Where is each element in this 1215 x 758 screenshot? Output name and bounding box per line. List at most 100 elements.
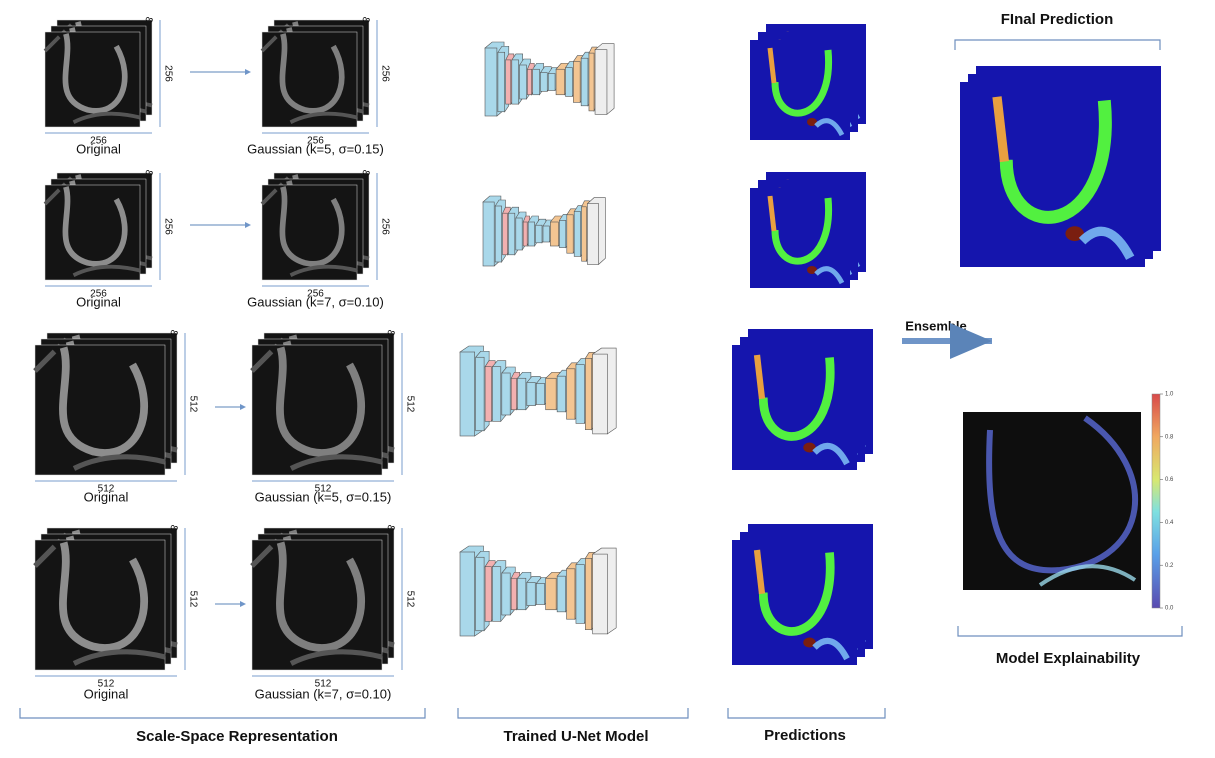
width-label: 256 (90, 136, 107, 147)
unet-layer-face (581, 206, 587, 262)
bone-contour (279, 186, 345, 267)
unet-layer-face (517, 577, 527, 611)
height-label: 512 (404, 591, 415, 608)
patellar-cartilage (767, 195, 777, 232)
width-label: 256 (90, 289, 107, 300)
unet-layer-face (475, 356, 485, 432)
width-label: 256 (307, 136, 324, 147)
image-label: Gaussian (k=7, σ=0.10) (247, 294, 384, 309)
unet-layer-face (542, 225, 550, 243)
unet-layer-face (459, 351, 475, 437)
unet-layer-face (535, 383, 545, 405)
soft-tissue (250, 349, 383, 471)
unet-layer-face (484, 566, 492, 622)
bracket (727, 708, 886, 719)
patellar-cartilage (767, 47, 777, 84)
unet-layer-face (532, 68, 540, 96)
unet-layer-face (585, 357, 592, 430)
unet-layer-face (517, 377, 527, 411)
colorbar-tick-label: 0.8 (1165, 434, 1174, 440)
unet-layer-face (535, 224, 543, 244)
bone-contour (276, 541, 366, 652)
colorbar-tick-label: 0.6 (1165, 477, 1174, 483)
width-label: 256 (307, 289, 324, 300)
unet-layer-face (484, 47, 498, 117)
image-label: Gaussian (k=5, σ=0.15) (247, 141, 384, 156)
depth-label: 3 (144, 15, 156, 24)
unet-layer-face (575, 364, 585, 424)
tibial-cartilage (812, 442, 850, 466)
width-label: 512 (98, 679, 115, 690)
unet-layer-face (547, 73, 556, 91)
bone-contour (62, 186, 128, 267)
height-label: 256 (379, 218, 390, 235)
unet-layer-face (492, 366, 502, 422)
unet-layer-face (550, 221, 559, 247)
section-title: FInal Prediction (1001, 11, 1114, 28)
unet-layer-face (573, 61, 581, 103)
colorbar-tick-label: 0.0 (1165, 606, 1174, 612)
ensemble-label: Ensemble (905, 318, 966, 333)
femoral-cartilage (999, 99, 1112, 224)
unet-layer-face (573, 211, 581, 257)
section-title: Predictions (764, 727, 846, 744)
soft-tissue (43, 35, 141, 124)
femoral-cartilage (758, 552, 835, 636)
unet-layer-face (566, 368, 576, 420)
unet-layer-face (510, 577, 517, 611)
height-label: 512 (187, 396, 198, 413)
saliency-overlay (1038, 564, 1137, 587)
unet-layer-face (526, 382, 536, 406)
unet-layer-face (482, 201, 495, 267)
unet-layer-face (459, 551, 475, 637)
unet-layer-face (510, 377, 517, 411)
unet-layer-face (592, 553, 608, 635)
unet-layer-face (492, 566, 502, 622)
image-label: Original (76, 294, 121, 309)
unet-layer-face (515, 217, 523, 251)
soft-tissue (250, 544, 383, 666)
unet-layer-face (575, 564, 585, 624)
bracket (954, 39, 1161, 50)
unet-layer-face (511, 59, 519, 105)
image-label: Original (76, 141, 121, 156)
unet-layer-face (594, 49, 608, 115)
unet-layer-face (526, 582, 536, 606)
unet-layer-face (587, 203, 599, 265)
depth-label: 3 (386, 328, 398, 337)
depth-label: 3 (361, 168, 373, 177)
patellar-cartilage (753, 354, 766, 400)
tibial-cartilage (812, 637, 850, 661)
unet-layer-face (565, 67, 573, 97)
unet-layer-face (505, 59, 512, 105)
height-label: 256 (162, 218, 173, 235)
femoral-cartilage (771, 197, 833, 265)
width-label: 512 (98, 484, 115, 495)
unet-layer-face (501, 572, 511, 616)
colorbar-tick-label: 0.4 (1165, 520, 1174, 526)
height-label: 256 (379, 65, 390, 82)
depth-label: 3 (169, 328, 181, 337)
unet-layer-face (484, 366, 492, 422)
tibial-cartilage (814, 118, 845, 137)
tibial-cartilage (814, 266, 845, 285)
image-label: Gaussian (k=7, σ=0.10) (255, 686, 392, 701)
width-label: 512 (315, 679, 332, 690)
bone-contour (279, 33, 345, 114)
image-label: Original (84, 686, 129, 701)
section-title: Scale-Space Representation (136, 728, 338, 745)
image-label: Gaussian (k=5, σ=0.15) (255, 489, 392, 504)
unet-layer-face (555, 68, 565, 96)
unet-layer-face (545, 577, 557, 611)
unet-layer-face (519, 64, 527, 100)
patellar-cartilage (992, 96, 1009, 163)
unet-layer-face (522, 221, 528, 247)
bone-contour (59, 346, 149, 457)
unet-layer-face (580, 57, 589, 107)
unet-layer-face (588, 52, 595, 112)
bracket (19, 708, 426, 719)
femoral-cartilage (771, 49, 833, 117)
unet-layer-face (592, 353, 608, 435)
bone-contour (276, 346, 366, 457)
unet-layer-face (556, 575, 566, 613)
